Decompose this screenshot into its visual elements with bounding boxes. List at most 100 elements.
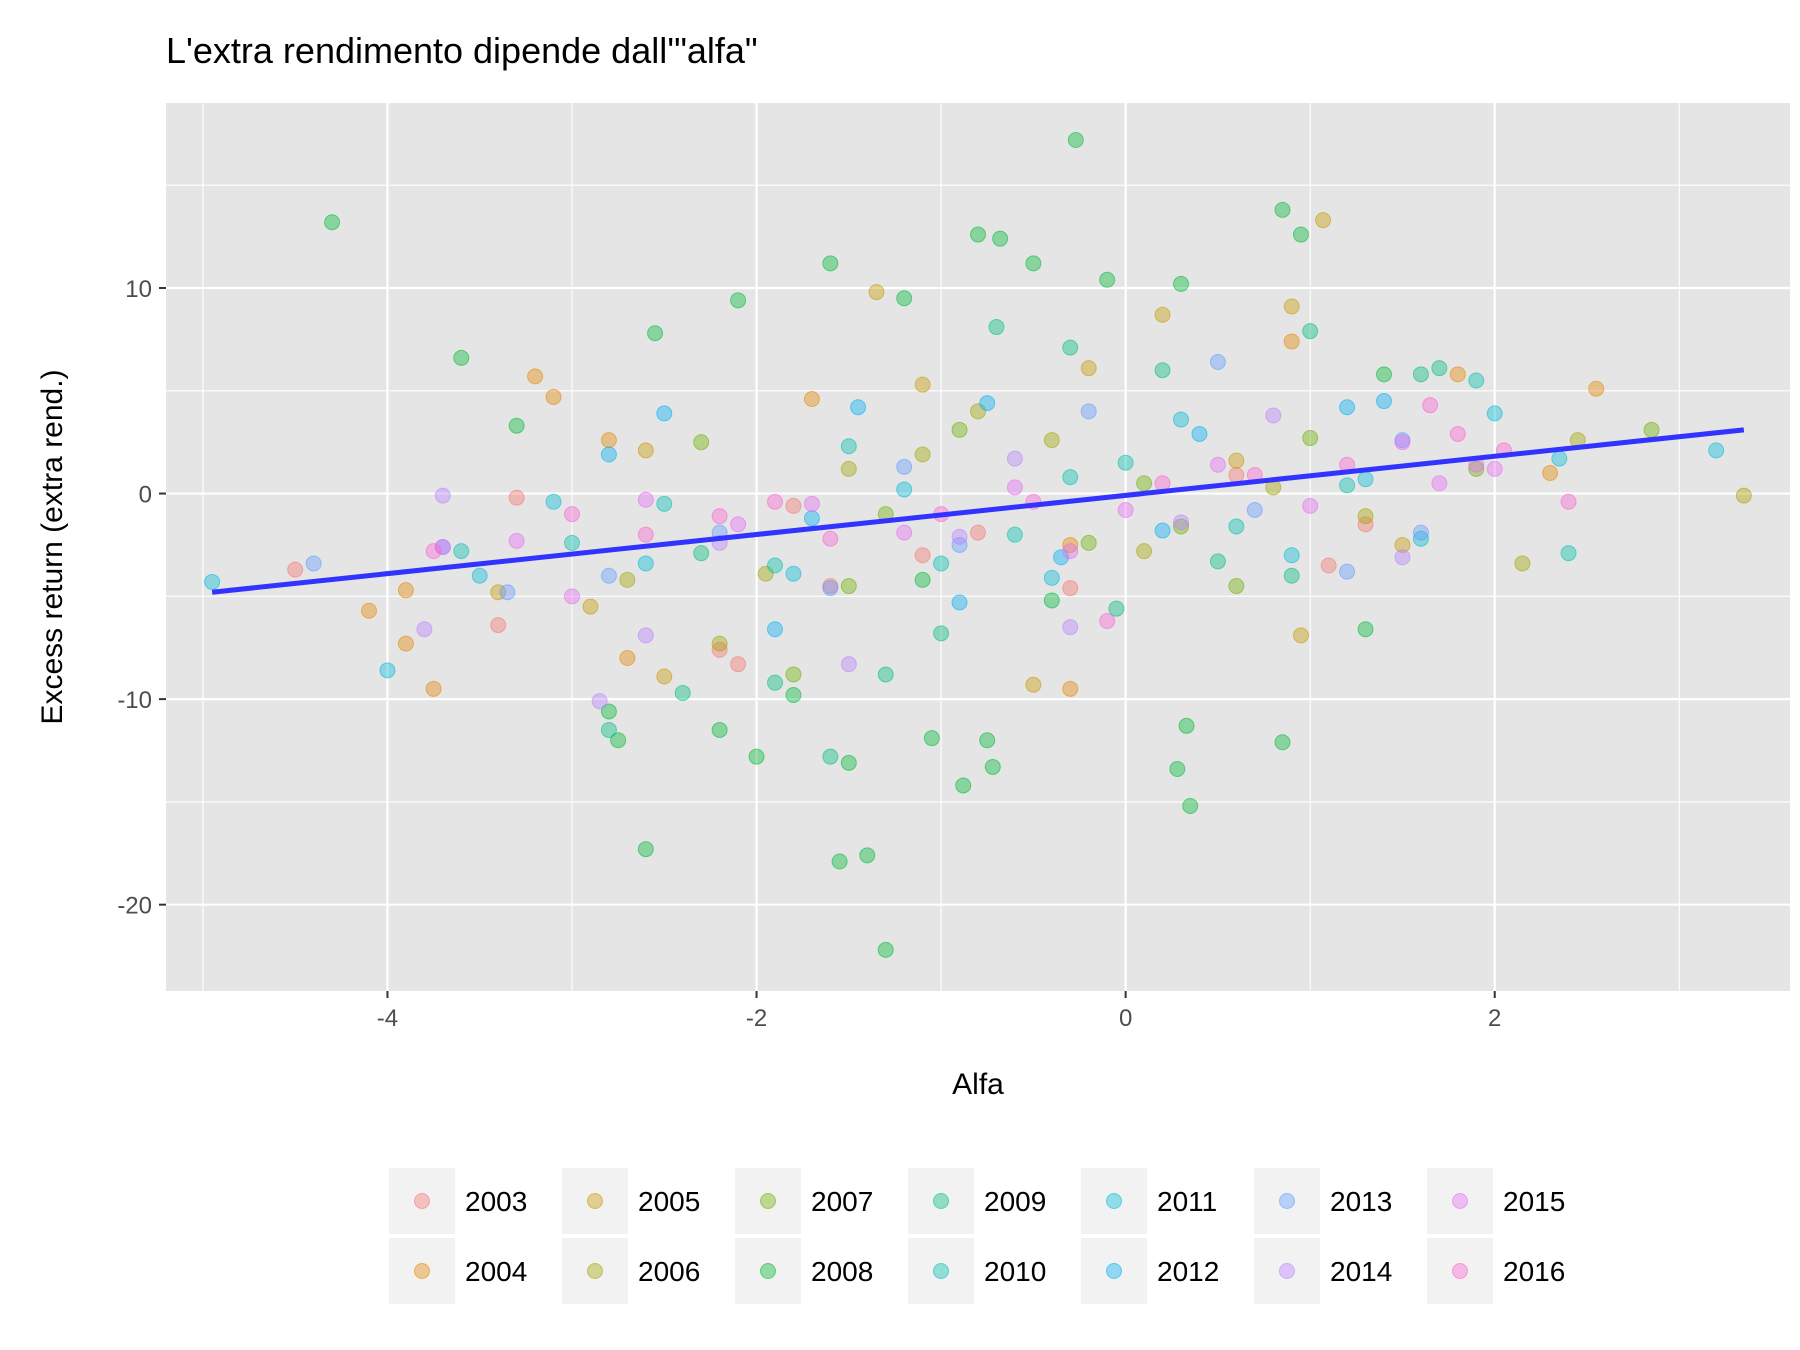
x-tick-label: 2 [1488, 1005, 1501, 1032]
legend-label: 2010 [984, 1256, 1046, 1287]
legend-key [1254, 1168, 1320, 1234]
data-point [840, 656, 857, 673]
legend-key [735, 1238, 801, 1304]
data-point [1062, 543, 1079, 560]
legend-item-2015: 2015 [1427, 1168, 1565, 1234]
data-point [545, 493, 562, 510]
data-point [933, 555, 950, 572]
data-point [361, 602, 377, 619]
data-point [896, 481, 913, 498]
data-point [877, 666, 894, 683]
data-point [803, 391, 820, 407]
legend-key [389, 1238, 455, 1304]
data-point [416, 621, 433, 638]
data-point [1514, 555, 1531, 572]
data-point [1357, 471, 1374, 488]
legend-key-marker [933, 1193, 949, 1209]
data-point [914, 547, 931, 564]
data-point [831, 853, 848, 870]
data-point [600, 446, 617, 463]
data-point [1062, 580, 1079, 597]
data-point [1178, 717, 1195, 734]
data-point [508, 417, 525, 434]
data-point [914, 446, 931, 463]
data-point [1422, 397, 1439, 414]
series-2006 [619, 403, 1752, 652]
data-point [785, 687, 802, 703]
data-point [923, 730, 940, 747]
data-point [610, 732, 627, 749]
data-point [1228, 518, 1245, 535]
data-point [1412, 530, 1429, 547]
legend-key [1427, 1168, 1493, 1234]
series-2009 [600, 319, 1448, 765]
legend-key-marker [1452, 1263, 1468, 1279]
data-point [1209, 354, 1226, 370]
data-point [490, 617, 507, 634]
data-point [1292, 226, 1309, 243]
data-point [1228, 452, 1245, 469]
data-point [1394, 434, 1411, 451]
legend-label: 2006 [638, 1256, 700, 1287]
data-point [1468, 460, 1485, 477]
data-point [730, 656, 747, 673]
data-point [896, 290, 913, 307]
data-point [1339, 399, 1356, 416]
legend-item-2004: 2004 [389, 1238, 527, 1304]
legend-label: 2012 [1157, 1256, 1219, 1287]
data-point [1412, 524, 1429, 541]
data-point [822, 255, 839, 272]
data-point [1043, 432, 1060, 449]
data-point [1025, 255, 1042, 272]
data-point [656, 405, 673, 422]
legend-key-marker [587, 1263, 603, 1279]
data-point [397, 635, 414, 652]
legend-label: 2014 [1330, 1256, 1392, 1287]
data-point [970, 524, 986, 541]
y-tick-label: -20 [117, 893, 152, 920]
data-point [1588, 380, 1605, 397]
data-point [1357, 621, 1374, 638]
series-2007 [693, 421, 1660, 683]
data-point [850, 399, 867, 416]
data-point [1394, 536, 1411, 553]
data-point [1043, 569, 1060, 586]
series-2004 [361, 333, 1605, 697]
legend-key-marker [414, 1193, 430, 1209]
legend-label: 2008 [811, 1256, 873, 1287]
plot-panel [166, 103, 1790, 991]
legend-key-marker [1279, 1263, 1295, 1279]
data-point [1708, 442, 1725, 459]
series-2016 [425, 397, 1577, 629]
legend-key-marker [1279, 1193, 1295, 1209]
data-point [508, 532, 525, 549]
data-point [637, 841, 654, 858]
data-point [1228, 467, 1245, 484]
scatter-points [204, 132, 1752, 958]
data-point [1025, 676, 1042, 693]
data-point [711, 641, 728, 658]
data-point [1099, 613, 1116, 629]
data-point [896, 524, 913, 541]
data-point [840, 438, 857, 455]
data-point [1283, 333, 1300, 350]
legend-label: 2003 [465, 1186, 527, 1217]
data-point [785, 666, 802, 683]
data-point [1283, 298, 1300, 315]
data-point [508, 489, 525, 506]
legend-key [1427, 1238, 1493, 1304]
data-point [1560, 493, 1577, 510]
data-point [1246, 502, 1263, 518]
gridlines [166, 103, 1790, 991]
legend-label: 2016 [1503, 1256, 1565, 1287]
data-point [1006, 526, 1023, 543]
data-point [803, 495, 820, 512]
data-point [647, 325, 664, 342]
series-2003 [287, 467, 1374, 673]
data-point [951, 421, 968, 438]
legend-key-marker [414, 1263, 430, 1279]
legend-key-marker [1106, 1263, 1122, 1279]
data-point [914, 571, 931, 588]
data-point [951, 528, 968, 545]
